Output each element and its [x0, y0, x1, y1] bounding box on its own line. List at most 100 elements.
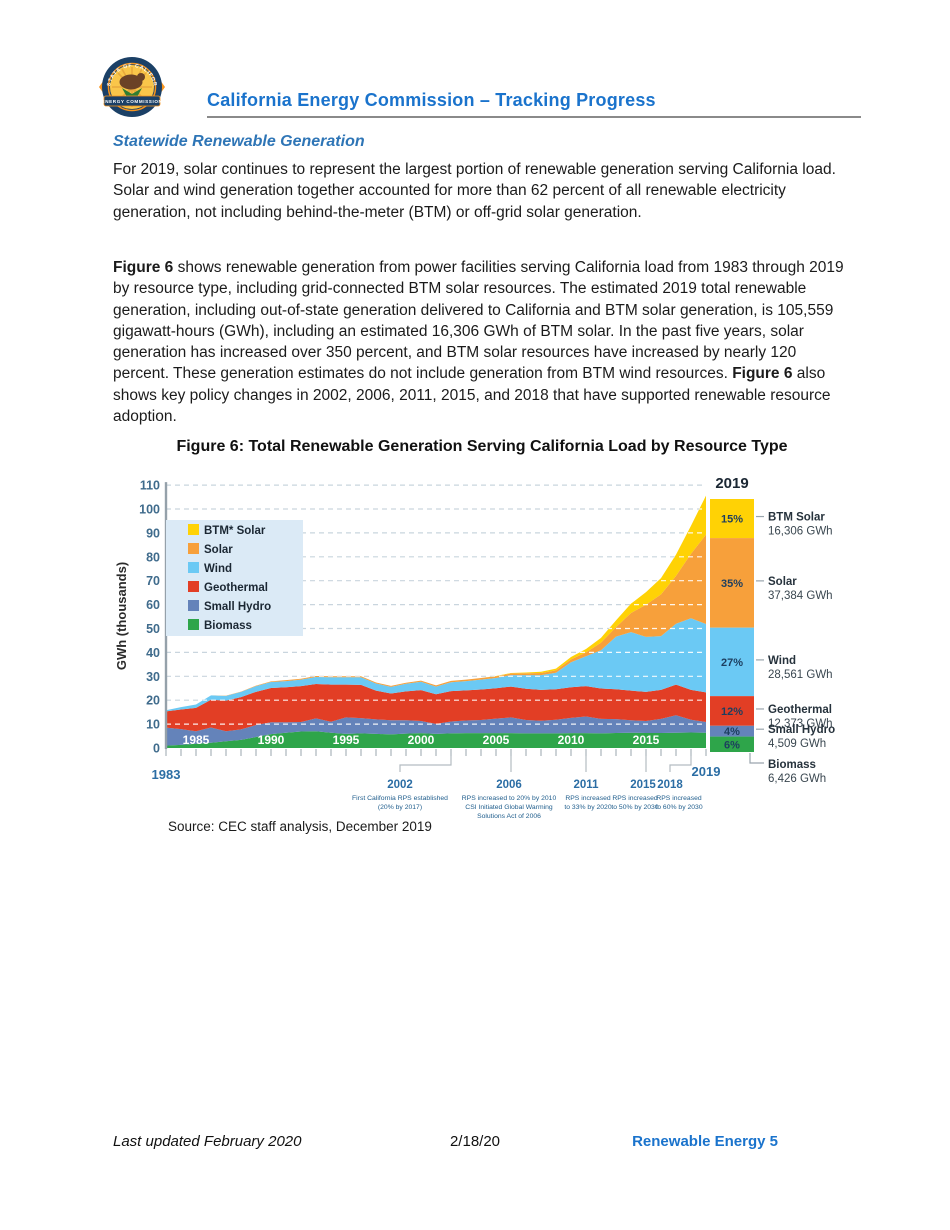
footer-last-updated: Last updated February 2020: [113, 1133, 302, 1150]
inplot-year-label: 1985: [183, 733, 210, 747]
policy-year-label: 2011: [574, 779, 600, 791]
bar-pct-label: 12%: [721, 706, 743, 718]
bar-pct-label: 35%: [721, 578, 743, 590]
y-tick-label: 80: [146, 550, 160, 564]
policy-note-line: to 33% by 2020: [564, 804, 611, 811]
y-axis-title: GWh (thousands): [114, 562, 129, 670]
policy-year-label: 2006: [496, 779, 522, 791]
policy-note-line: (20% by 2017): [378, 804, 422, 811]
policy-year-label: 2018: [657, 779, 683, 791]
y-tick-label: 90: [146, 526, 160, 540]
footer-date: 2/18/20: [449, 1133, 501, 1150]
bar-item-name: Solar: [768, 576, 797, 588]
section-heading: Statewide Renewable Generation: [113, 133, 365, 150]
policy-connector: [399, 756, 452, 772]
bar-2019-header: 2019: [715, 475, 748, 492]
legend-swatch-solar: [188, 543, 199, 554]
logo-bear: [119, 74, 143, 90]
bar-item-value: 37,384 GWh: [768, 590, 833, 602]
legend-label: Wind: [204, 563, 232, 575]
y-tick-label: 40: [146, 646, 160, 660]
footer-page-number: Renewable Energy 5: [632, 1133, 778, 1150]
bar-pct-label: 4%: [724, 726, 740, 738]
bar-segment-solar: [710, 538, 754, 628]
legend-swatch-biomass: [188, 619, 199, 630]
bar-item-value: 6,426 GWh: [768, 773, 826, 785]
header-rule: [207, 116, 861, 118]
bar-item-value: 28,561 GWh: [768, 669, 833, 681]
text-run: shows renewable generation from power fa…: [113, 259, 844, 383]
bar-leader-line: [749, 753, 764, 764]
bar-segment-small-hydro: [710, 725, 754, 737]
y-tick-label: 60: [146, 598, 160, 612]
policy-note-line: RPS increased: [656, 795, 702, 802]
axis-start-year-label: 1983: [152, 767, 181, 782]
inplot-year-label: 2015: [633, 733, 660, 747]
legend-swatch-small-hydro: [188, 600, 199, 611]
bar-item-name: BTM Solar: [768, 512, 825, 524]
figure-caption: Figure 6: Total Renewable Generation Ser…: [176, 438, 788, 455]
y-tick-label: 10: [146, 718, 160, 732]
source-note: Source: CEC staff analysis, December 201…: [168, 819, 432, 834]
policy-note-line: to 60% by 2030: [655, 804, 702, 811]
y-tick-label: 20: [146, 694, 160, 708]
policy-note-line: RPS increased: [565, 795, 611, 802]
inplot-year-label: 1995: [333, 733, 360, 747]
paragraph-figure6: Figure 6 shows renewable generation from…: [113, 257, 853, 427]
inplot-year-label: 2005: [483, 733, 510, 747]
bar-segment-btm-solar: [710, 499, 754, 539]
axis-end-year-label: 2019: [692, 764, 721, 779]
legend-label: Small Hydro: [204, 601, 271, 613]
figure6-chart: 0 10 20 30 40 50 60 70 80 90 100 110 GWh (thousands)…: [100, 466, 880, 826]
bar-item-value: 16,306 GWh: [768, 526, 833, 538]
policy-year-label: 2002: [387, 779, 413, 791]
legend-label: Biomass: [204, 620, 252, 632]
bar-item-value: 12,373 GWh: [768, 718, 833, 730]
policy-year-label: 2015: [630, 779, 656, 791]
inplot-year-label: 2010: [558, 733, 585, 747]
y-tick-label: 110: [140, 479, 160, 493]
policy-note-line: Solutions Act of 2006: [477, 813, 541, 820]
bar-pct-label: 6%: [724, 739, 740, 751]
area-small-hydro: [166, 715, 706, 746]
logo-banner: [103, 95, 161, 107]
cec-logo: STATE OF CALIFORNIA ENERGY COMMISSION: [98, 55, 165, 117]
bar-item-name: Wind: [768, 655, 796, 667]
inplot-year-label: 2000: [408, 733, 435, 747]
bar-item-name: Geothermal: [768, 704, 832, 716]
policy-note-line: to 50% by 2030: [611, 804, 658, 811]
bar-segment-wind: [710, 627, 754, 697]
bar-item-name: Small Hydro: [768, 724, 835, 736]
area-geothermal: [166, 683, 706, 732]
legend-swatch-wind: [188, 562, 199, 573]
policy-connector: [669, 756, 692, 772]
text-run: also shows key policy changes in 2002, 2…: [113, 365, 831, 426]
legend-label: Geothermal: [204, 582, 268, 594]
bar-pct-label: 15%: [721, 514, 743, 526]
area-biomass: [166, 731, 706, 748]
y-tick-label: 30: [146, 670, 160, 684]
bar-pct-label: 27%: [721, 657, 743, 669]
policy-note-line: RPS increased to 20% by 2010: [462, 795, 557, 802]
y-tick-label: 70: [146, 574, 160, 588]
y-tick-label: 0: [153, 742, 160, 756]
logo-banner-text: ENERGY COMMISSION: [102, 99, 163, 104]
policy-note-line: RPS increased: [612, 795, 658, 802]
legend-label: BTM* Solar: [204, 525, 266, 537]
bar-segment-geothermal: [710, 696, 754, 726]
legend-swatch-btm-solar: [188, 524, 199, 535]
y-tick-label: 100: [139, 503, 160, 517]
bar-item-name: Biomass: [768, 759, 816, 771]
legend-box: [166, 520, 303, 636]
inplot-year-label: 1990: [258, 733, 285, 747]
bold-run: Figure 6: [113, 259, 174, 276]
policy-note-line: CSI Initiated Global Warming: [465, 804, 553, 811]
bold-run: Figure 6: [732, 365, 793, 383]
stacked-area-chart: 0 10 20 30 40 50 60 70 80 90 100 110 GWh (thousands)…: [114, 475, 835, 820]
bar-segment-biomass: [710, 736, 754, 752]
legend-label: Solar: [204, 544, 233, 556]
legend-swatch-geothermal: [188, 581, 199, 592]
y-tick-label: 50: [146, 622, 160, 636]
paragraph-intro: For 2019, solar continues to represent t…: [113, 161, 836, 221]
